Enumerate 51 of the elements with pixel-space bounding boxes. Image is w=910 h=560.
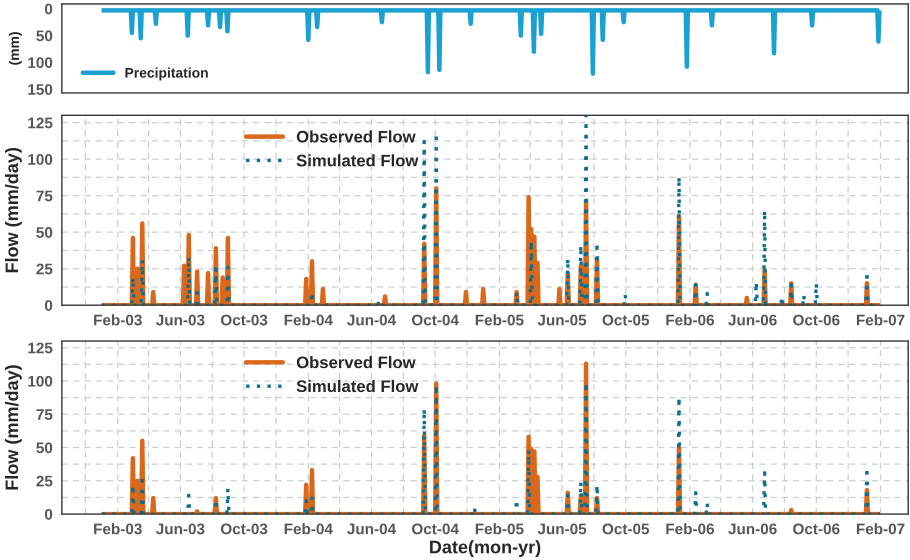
y-tick-label: 100	[28, 154, 52, 165]
y-axis-title: Flow (mm/day)	[4, 148, 22, 272]
x-tick-label: Oct-05	[602, 314, 650, 326]
x-tick-label: Feb-06	[666, 523, 714, 534]
x-tick-label: Oct-06	[793, 314, 840, 326]
x-tick-label: Jun-05	[538, 524, 586, 534]
y-tick-label: 0	[44, 4, 52, 14]
x-tick-label: Feb-07	[856, 314, 904, 326]
x-tick-label: Feb-04	[284, 523, 333, 534]
legend-label: Simulated Flow	[296, 154, 418, 166]
y-tick-label: 25	[36, 264, 52, 274]
legend-label: Observed Flow	[296, 130, 416, 143]
x-tick-label: Feb-05	[476, 314, 524, 326]
x-tick-label: Jun-04	[347, 524, 396, 534]
x-tick-label: Oct-03	[220, 314, 268, 326]
y-tick-label: 100	[28, 376, 52, 387]
y-axis-title: Flow (mm/day)	[4, 365, 22, 490]
x-tick-label: Oct-05	[602, 524, 650, 534]
x-tick-label: Feb-04	[284, 314, 333, 326]
y-tick-label: 75	[36, 190, 52, 202]
y-tick-label: 0	[44, 300, 52, 311]
y-tick-label: 50	[36, 442, 52, 454]
y-tick-label: 125	[28, 118, 52, 128]
y-tick-label: 125	[28, 342, 52, 354]
legend-label: Precipitation	[125, 68, 208, 80]
y-tick-label: 150	[28, 84, 52, 95]
y-tick-label: 75	[36, 409, 52, 420]
x-tick-label: Oct-04	[412, 524, 459, 534]
x-tick-label: Feb-03	[94, 314, 142, 326]
x-tick-label: Oct-03	[220, 524, 268, 534]
x-tick-label: Oct-06	[793, 524, 840, 534]
x-tick-label: Feb-05	[476, 523, 524, 534]
x-tick-label: Jun-06	[728, 524, 777, 534]
x-tick-label: Feb-03	[94, 523, 142, 534]
x-tick-label: Jun-05	[538, 314, 586, 326]
y-tick-label: 50	[36, 227, 52, 238]
x-tick-label: Jun-06	[728, 314, 777, 326]
y-tick-label: 25	[36, 476, 52, 486]
x-tick-label: Jun-03	[156, 314, 204, 326]
x-tick-label: Jun-03	[156, 524, 204, 534]
x-tick-label: Feb-07	[856, 523, 904, 534]
x-axis-title: Date(mon-yr)	[430, 540, 540, 557]
x-tick-label: Jun-04	[347, 314, 396, 326]
legend-label: Observed Flow	[296, 356, 416, 368]
legend-label: Simulated Flow	[296, 380, 418, 392]
x-tick-label: Oct-04	[412, 314, 459, 326]
y-tick-label: 0	[44, 508, 52, 520]
y-tick-label: 100	[28, 57, 52, 68]
x-tick-label: Feb-06	[666, 314, 714, 326]
y-tick-label: 50	[36, 30, 52, 42]
y-axis-title: (mm)	[8, 32, 22, 65]
